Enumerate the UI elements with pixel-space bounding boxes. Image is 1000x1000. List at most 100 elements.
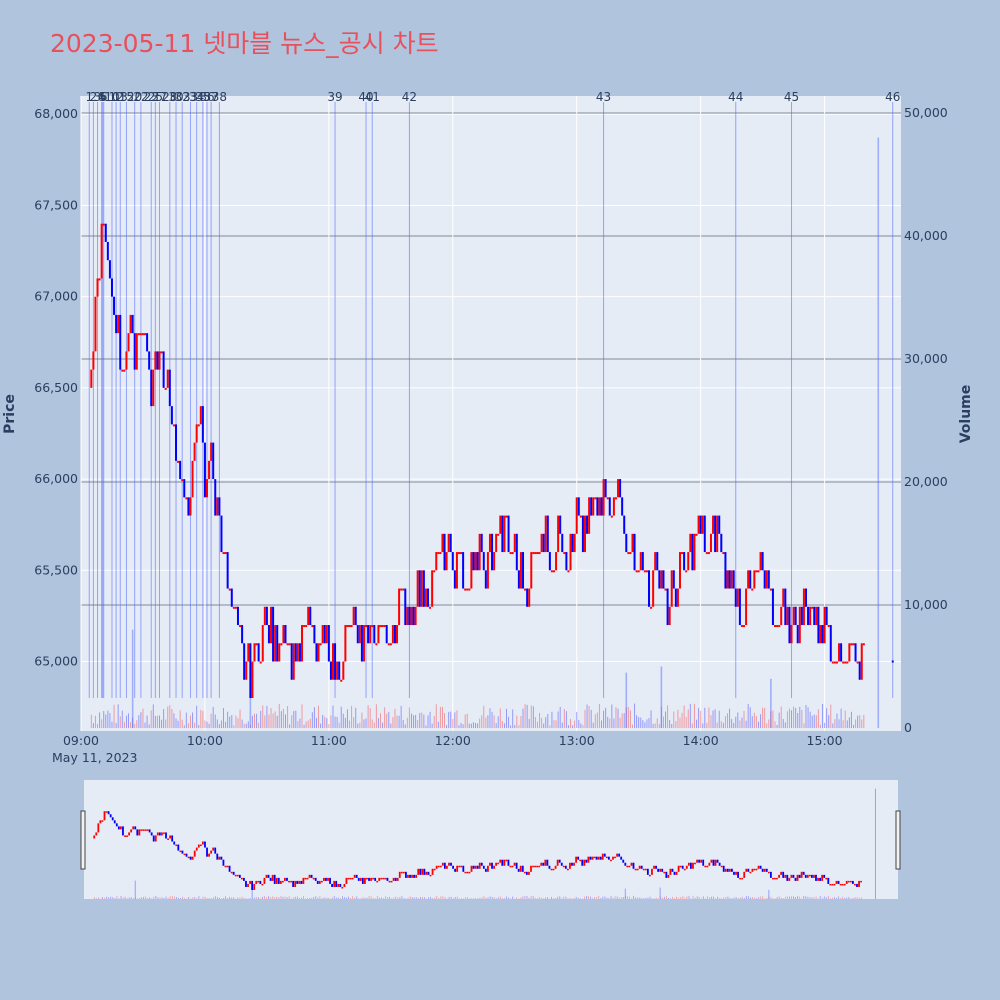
mini-candle — [273, 874, 276, 884]
volume-bar — [417, 720, 419, 728]
candle — [891, 660, 894, 663]
mini-candle — [597, 856, 600, 860]
candle — [588, 497, 591, 534]
mini-volume-bar — [596, 897, 598, 899]
volume-bar — [863, 714, 865, 728]
candle — [90, 369, 93, 388]
mini-volume-bar — [821, 898, 823, 899]
price-tick-label: 66,500 — [34, 380, 78, 395]
volume-bar — [578, 719, 580, 728]
candle — [210, 442, 213, 461]
mini-volume-bar — [643, 898, 645, 899]
mini-candle — [312, 877, 315, 880]
volume-bar — [642, 720, 644, 728]
mini-candle — [482, 865, 485, 869]
volume-bar — [408, 707, 410, 728]
volume-bar — [559, 706, 561, 728]
mini-volume-bar — [852, 897, 854, 899]
chart-title: 2023-05-11 넷마블 뉴스_공시 차트 — [50, 29, 439, 58]
candle — [631, 533, 634, 553]
mini-volume-bar — [333, 896, 335, 899]
mini-candle — [755, 868, 758, 871]
mini-candle — [663, 871, 666, 874]
candle — [102, 223, 105, 226]
volume-bar — [520, 716, 522, 728]
volume-bar — [309, 718, 311, 728]
volume-bar — [817, 709, 819, 728]
volume-bar — [724, 716, 726, 728]
volume-bar — [631, 724, 633, 728]
volume-bar — [766, 723, 768, 728]
mini-candle — [769, 871, 772, 878]
candle — [840, 643, 843, 662]
mini-candle — [138, 829, 141, 836]
candle — [817, 606, 820, 644]
candle — [323, 625, 326, 644]
volume-bar — [667, 705, 669, 728]
volume-bar — [326, 718, 328, 728]
range-slider-right-handle[interactable] — [895, 810, 901, 870]
candle — [307, 606, 310, 626]
mini-volume-bar — [538, 897, 540, 899]
mini-candle — [335, 880, 338, 887]
candle — [728, 570, 731, 589]
mini-volume-bar — [608, 897, 610, 899]
candle — [150, 369, 153, 407]
mini-candle — [249, 880, 251, 884]
mini-candle — [804, 874, 807, 878]
volume-bar — [287, 706, 289, 728]
candle — [614, 497, 617, 500]
mini-candle — [378, 877, 381, 881]
candle — [720, 533, 723, 553]
mini-volume-bar — [614, 896, 616, 899]
mini-candle — [595, 856, 598, 860]
mini-candle — [230, 871, 233, 874]
mini-volume-bar — [672, 896, 673, 899]
mini-candle — [304, 877, 307, 880]
mini-candle — [550, 868, 553, 871]
mini-candle — [146, 829, 149, 831]
candle — [780, 606, 783, 626]
range-slider[interactable] — [80, 780, 901, 899]
mini-volume-bar — [846, 897, 848, 899]
volume-bar — [499, 708, 501, 728]
candle — [538, 552, 541, 555]
volume-bar — [237, 718, 239, 728]
mini-volume-bar — [422, 896, 423, 899]
mini-volume-bar — [342, 896, 343, 899]
mini-volume-bar — [286, 897, 288, 899]
candle — [532, 552, 535, 555]
volume-bar — [117, 704, 119, 728]
mini-candle — [694, 862, 696, 865]
volume-bar — [342, 713, 344, 728]
volume-bar — [373, 722, 375, 728]
mini-candle — [308, 874, 311, 878]
candle — [315, 643, 318, 662]
candle — [482, 552, 485, 571]
volume-bar — [359, 722, 361, 728]
mini-candle — [306, 877, 309, 880]
mini-volume-bar — [649, 896, 651, 899]
mini-volume-bar — [227, 898, 229, 899]
volume-bar — [235, 715, 237, 728]
mini-candle — [357, 877, 360, 881]
mini-candle — [456, 865, 459, 872]
mini-candle — [856, 883, 858, 887]
mini-volume-bar — [331, 897, 333, 899]
mini-volume-bar — [344, 897, 345, 899]
candle — [393, 625, 396, 644]
mini-candle — [728, 868, 731, 872]
candle — [660, 570, 663, 589]
volume-bar — [565, 711, 567, 728]
volume-bar — [786, 711, 788, 728]
mini-volume-bar — [534, 897, 536, 899]
mini-volume-bar — [547, 897, 548, 899]
mini-candle — [103, 811, 106, 821]
range-slider-left-handle[interactable] — [80, 810, 86, 870]
volume-bar — [526, 704, 528, 728]
candle — [164, 387, 167, 390]
volume-bar — [169, 705, 171, 728]
mini-volume-bar — [110, 896, 112, 899]
mini-candle — [778, 874, 780, 878]
candle — [298, 643, 301, 662]
